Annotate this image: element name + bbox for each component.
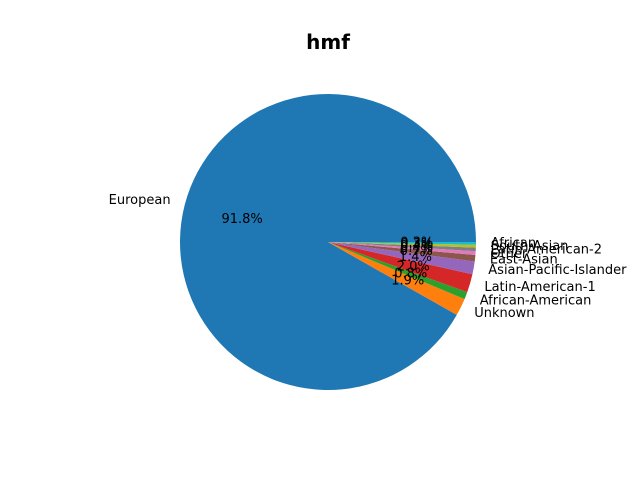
slice-label-unknown: Unknown — [474, 306, 534, 321]
slice-pct-unknown: 1.9% — [391, 274, 424, 289]
slice-pct-european: 91.8% — [221, 212, 262, 227]
slice-label-african: African — [491, 236, 536, 251]
pie-slices — [179, 94, 476, 390]
slice-pct-asian-pacific-islander: 1.4% — [399, 250, 432, 265]
slice-pct-south-asian: 0.3% — [400, 237, 433, 252]
pie-slice-latin-american-1 — [328, 242, 473, 293]
pie-slice-other — [328, 242, 476, 256]
slice-label-latin-american-1: Latin-American-1 — [484, 280, 595, 295]
slice-pct-african: 0.3% — [400, 235, 433, 250]
slice-pct-east-asian: 0.7% — [400, 244, 433, 259]
pie-slice-asian-pacific-islander — [328, 242, 475, 275]
pie-slice-south-asian — [328, 242, 476, 248]
slice-label-african-american: African-American — [480, 293, 592, 308]
slice-pct-other: 0.4% — [400, 241, 433, 256]
pie-slice-african-american — [328, 242, 468, 300]
pie-slice-african — [328, 242, 476, 245]
pie-slice-unknown — [328, 242, 465, 315]
pie-slice-latin-american-2 — [328, 242, 476, 252]
slice-pct-latin-american-2: 0.4% — [400, 239, 433, 254]
slice-label-latin-american-2: Latin-American-2 — [491, 243, 602, 258]
slice-label-south-asian: South-Asian — [491, 239, 569, 254]
slice-label-asian-pacific-islander: Asian-Pacific-Islander — [488, 263, 627, 278]
pie-labels: European 91.8% Unknown 1.9% African-American… — [109, 193, 627, 321]
pie-slice-east-asian — [328, 242, 476, 262]
slice-pct-african-american: 0.8% — [394, 267, 427, 282]
slice-pct-latin-american-1: 2.0% — [397, 259, 430, 274]
slice-label-other: Other — [490, 247, 528, 262]
slice-label-european: European — [109, 193, 171, 208]
chart-title: hmf — [306, 30, 350, 54]
slice-label-east-asian: East-Asian — [490, 252, 558, 267]
